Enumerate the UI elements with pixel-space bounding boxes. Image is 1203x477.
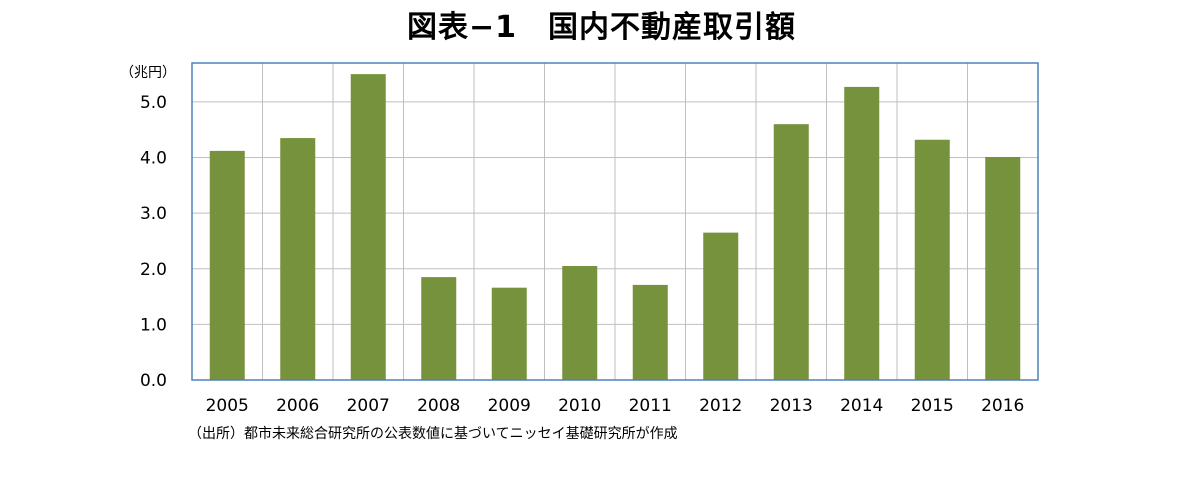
- y-tick-label: 2.0: [140, 260, 167, 280]
- x-tick-label: 2013: [770, 396, 813, 416]
- y-tick-label: 3.0: [140, 204, 167, 224]
- x-tick-label: 2016: [981, 396, 1024, 416]
- x-tick-label: 2005: [206, 396, 249, 416]
- bar-2008: [421, 277, 457, 380]
- bars: [209, 74, 1021, 381]
- bar-2007: [350, 74, 386, 381]
- bar-2010: [562, 265, 598, 380]
- x-tick-label: 2008: [417, 396, 460, 416]
- y-axis-unit-label: （兆円）: [120, 65, 176, 81]
- x-tick-label: 2007: [347, 396, 390, 416]
- bar-2011: [632, 284, 668, 380]
- chart-title: 図表−1 国内不動産取引額: [406, 10, 796, 45]
- y-tick-label: 1.0: [140, 315, 167, 335]
- plot-frame: [191, 62, 1039, 381]
- bar-2005: [209, 150, 245, 380]
- y-tick-label: 5.0: [140, 93, 167, 113]
- source-note: （出所）都市未来総合研究所の公表数値に基づいてニッセイ基礎研究所が作成: [188, 426, 678, 442]
- y-axis-tick-labels: 0.0 1.0 2.0 3.0 4.0 5.0: [140, 93, 167, 391]
- bar-2006: [280, 138, 316, 380]
- x-tick-label: 2012: [699, 396, 742, 416]
- x-tick-label: 2009: [488, 396, 531, 416]
- x-axis-tick-labels: 2005 2006 2007 2008 2009 2010 2011 2012 2013 2014…: [206, 396, 1025, 416]
- y-tick-label: 0.0: [140, 371, 167, 391]
- x-tick-label: 2010: [558, 396, 601, 416]
- grid-lines: [192, 63, 1038, 380]
- y-tick-label: 4.0: [140, 149, 167, 169]
- bar-2015: [914, 139, 950, 380]
- bar-2016: [985, 156, 1021, 380]
- plot-area-border: [191, 62, 1039, 381]
- bar-2012: [703, 232, 739, 380]
- bar-2009: [491, 287, 527, 380]
- x-tick-label: 2014: [840, 396, 883, 416]
- bar-2013: [773, 124, 809, 380]
- x-tick-label: 2006: [276, 396, 319, 416]
- x-tick-label: 2015: [911, 396, 954, 416]
- x-tick-label: 2011: [629, 396, 672, 416]
- bar-2014: [844, 86, 880, 380]
